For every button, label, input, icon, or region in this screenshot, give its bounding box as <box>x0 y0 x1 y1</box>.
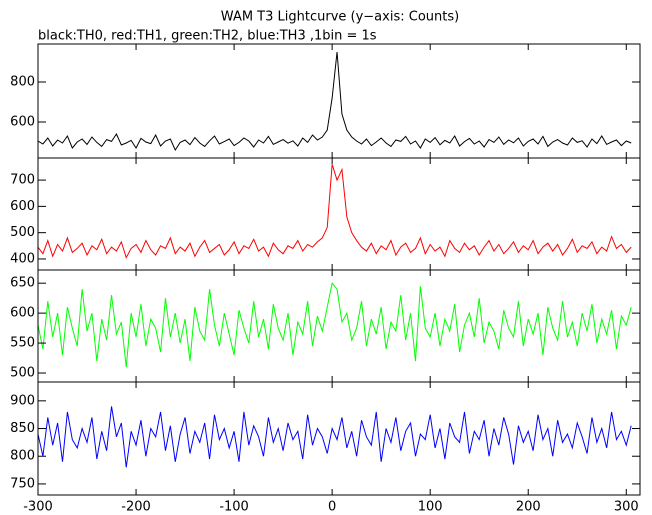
y-tick-label: 800 <box>10 449 35 464</box>
x-tick-label: -300 <box>23 500 53 515</box>
chart-subtitle: black:TH0, red:TH1, green:TH2, blue:TH3 … <box>38 29 377 44</box>
panel-frame <box>37 43 641 159</box>
y-tick-label: 800 <box>10 75 35 90</box>
y-tick-label: 750 <box>10 476 35 491</box>
y-tick-label: 600 <box>10 199 35 214</box>
y-tick-label: 500 <box>10 225 35 240</box>
x-tick-label: 0 <box>328 500 336 515</box>
light-curve <box>38 164 632 259</box>
light-curve <box>38 282 632 368</box>
y-tick-label: 700 <box>10 173 35 188</box>
y-tick-label: 400 <box>10 251 35 266</box>
y-tick-label: 550 <box>10 336 35 351</box>
x-tick-label: 100 <box>418 500 443 515</box>
light-curve <box>38 51 632 152</box>
y-tick-label: 600 <box>10 115 35 130</box>
chart-title: WAM T3 Lightcurve (y−axis: Counts) <box>221 10 459 25</box>
light-curve <box>38 406 632 468</box>
y-tick-label: 500 <box>10 366 35 381</box>
y-tick-label: 650 <box>10 276 35 291</box>
y-tick-label: 600 <box>10 306 35 321</box>
panel-frame <box>37 381 641 496</box>
y-tick-label: 900 <box>10 393 35 408</box>
x-tick-label: -100 <box>219 500 249 515</box>
x-tick-label: -200 <box>121 500 151 515</box>
x-tick-label: 200 <box>516 500 541 515</box>
panel-frame <box>37 269 641 383</box>
y-tick-label: 850 <box>10 421 35 436</box>
x-tick-label: 300 <box>614 500 639 515</box>
